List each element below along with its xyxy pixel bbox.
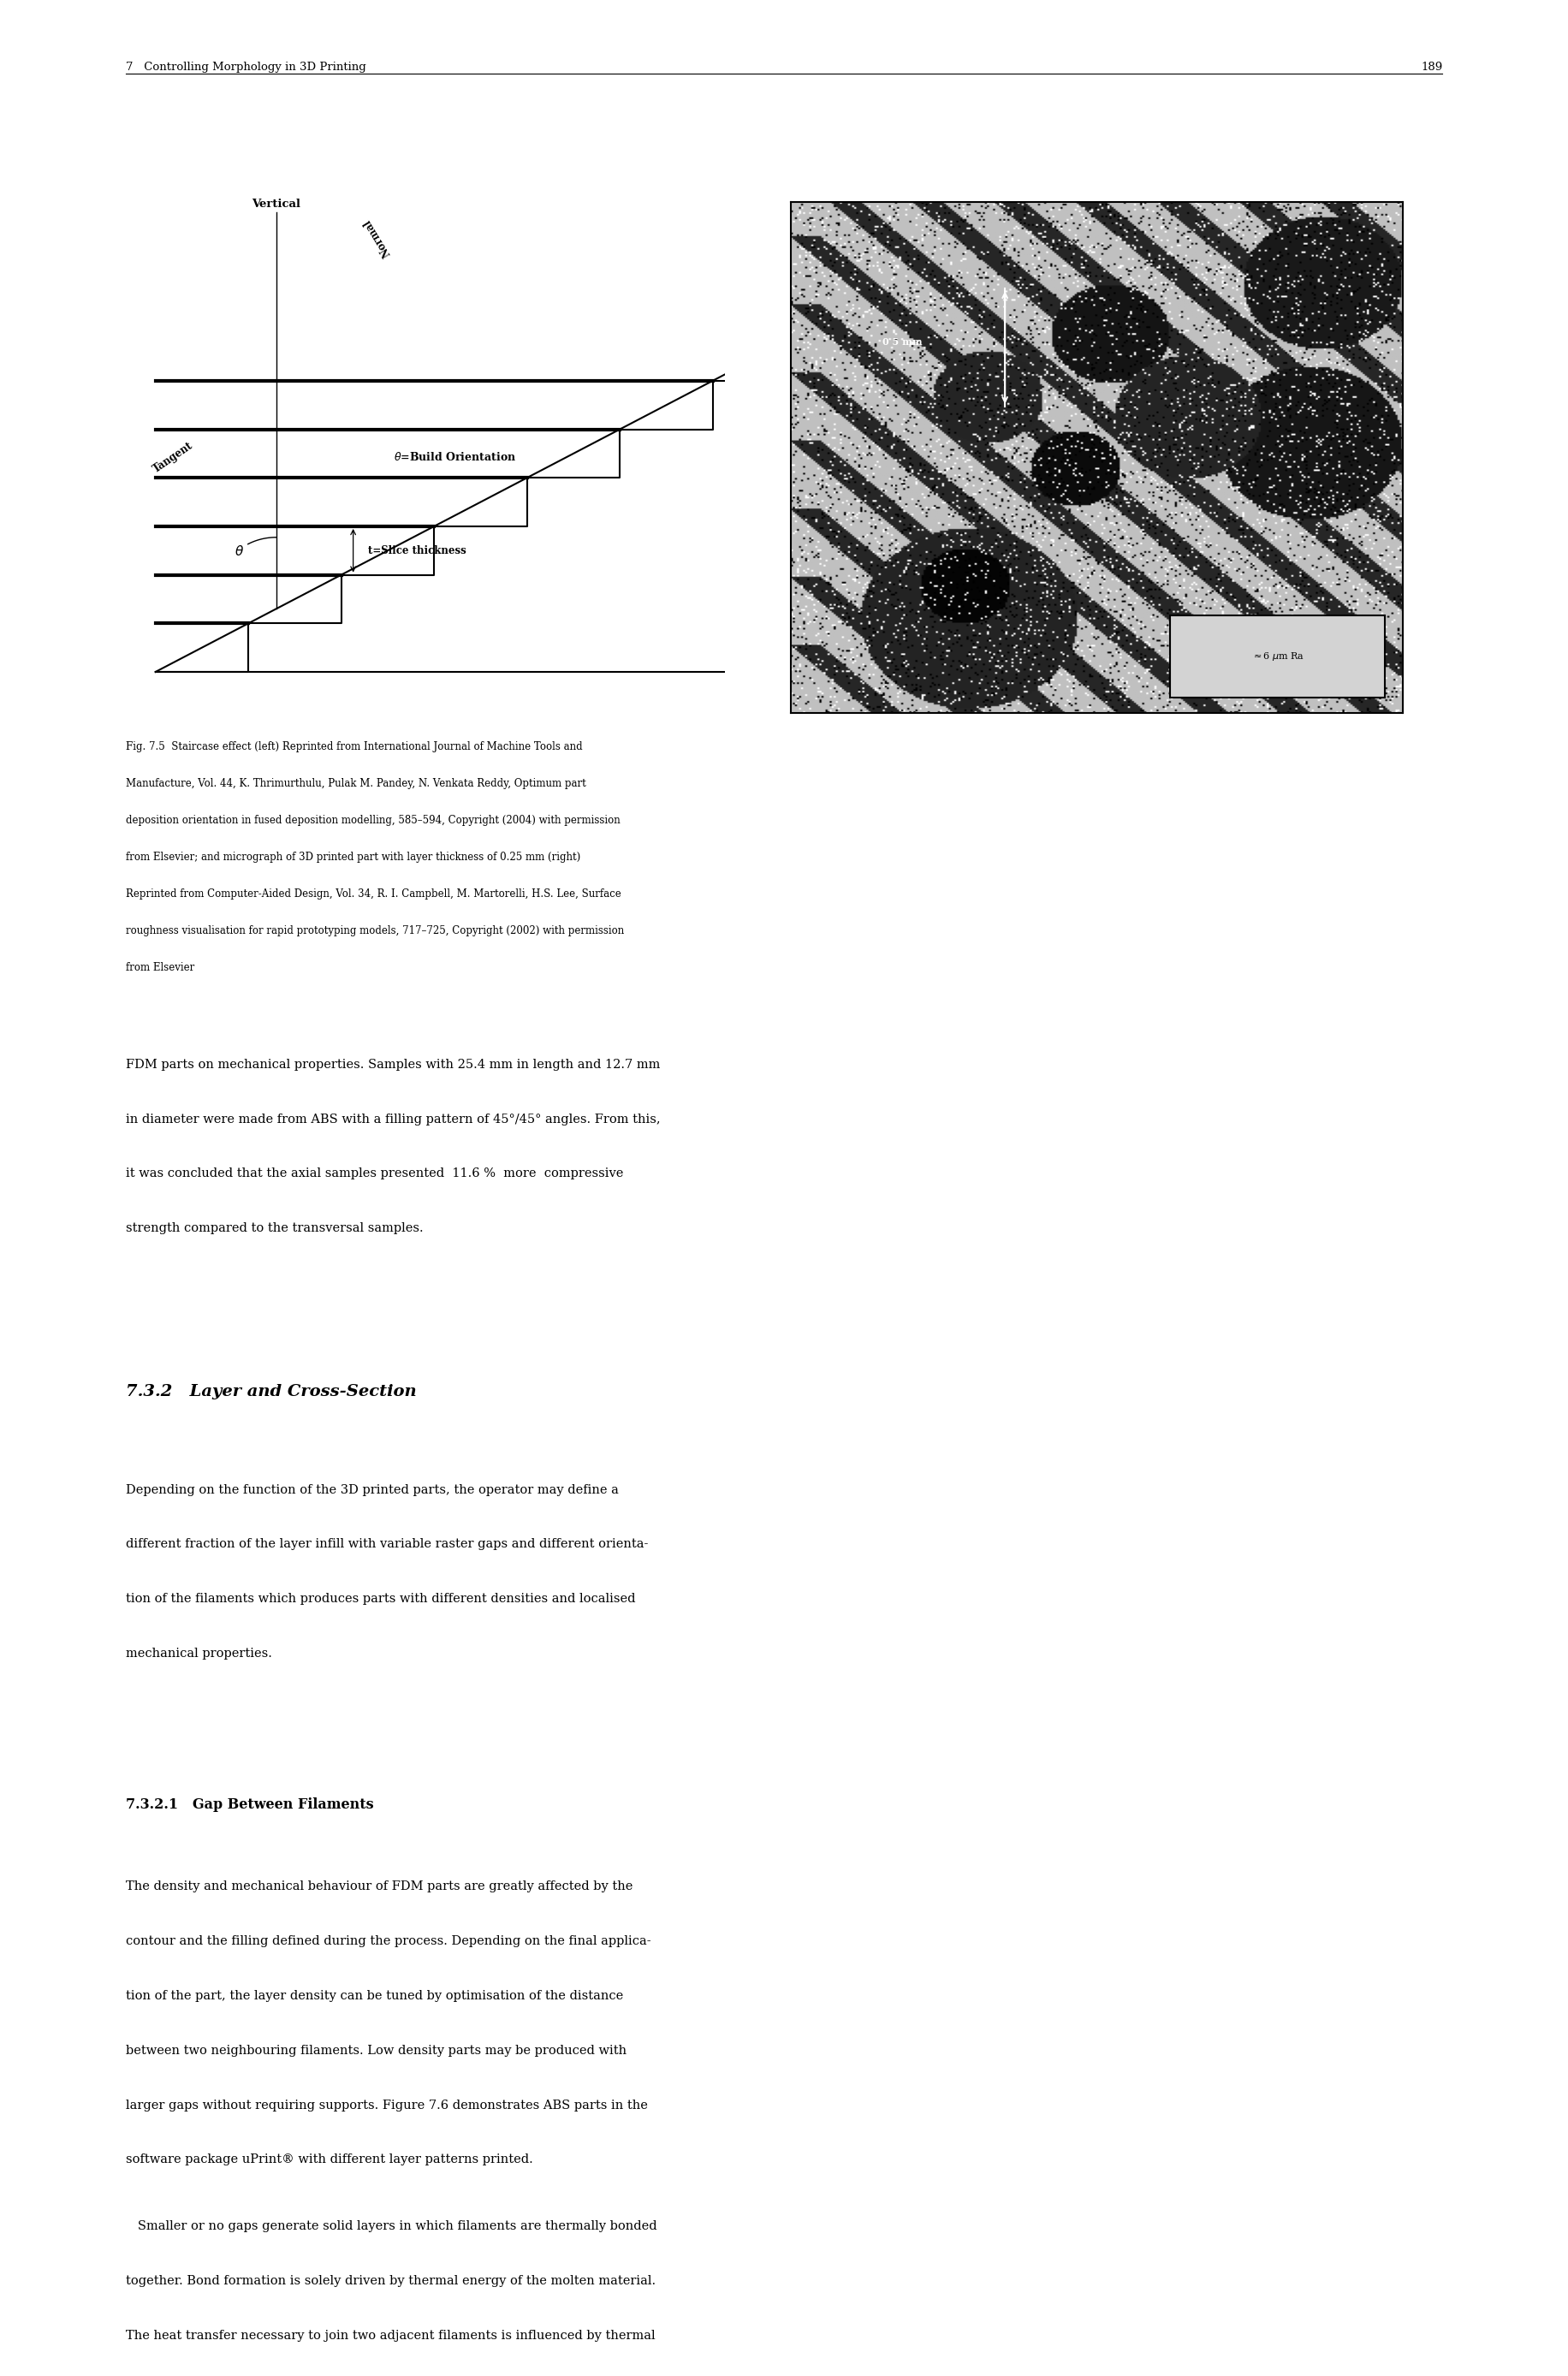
Text: from Elsevier; and micrograph of 3D printed part with layer thickness of 0.25 mm: from Elsevier; and micrograph of 3D prin… — [125, 853, 580, 862]
Text: 189: 189 — [1421, 62, 1443, 74]
Text: Reprinted from Computer-Aided Design, Vol. 34, R. I. Campbell, M. Martorelli, H.: Reprinted from Computer-Aided Design, Vo… — [125, 889, 621, 901]
Text: tion of the filaments which produces parts with different densities and localise: tion of the filaments which produces par… — [125, 1594, 635, 1606]
Text: different fraction of the layer infill with variable raster gaps and different o: different fraction of the layer infill w… — [125, 1540, 648, 1552]
Text: Depending on the function of the 3D printed parts, the operator may define a: Depending on the function of the 3D prin… — [125, 1483, 618, 1497]
Text: Manufacture, Vol. 44, K. Thrimurthulu, Pulak M. Pandey, N. Venkata Reddy, Optimu: Manufacture, Vol. 44, K. Thrimurthulu, P… — [125, 779, 586, 789]
Text: tion of the part, the layer density can be tuned by optimisation of the distance: tion of the part, the layer density can … — [125, 1991, 622, 2003]
Text: larger gaps without requiring supports. Figure 7.6 demonstrates ABS parts in the: larger gaps without requiring supports. … — [125, 2100, 648, 2112]
Text: from Elsevier: from Elsevier — [125, 962, 194, 974]
Text: $\approx$6 $\mu$m Ra: $\approx$6 $\mu$m Ra — [1251, 651, 1305, 663]
Text: Vertical: Vertical — [252, 200, 301, 209]
Text: Normal: Normal — [361, 216, 394, 259]
Text: in diameter were made from ABS with a filling pattern of 45°/45° angles. From th: in diameter were made from ABS with a fi… — [125, 1114, 660, 1126]
Text: it was concluded that the axial samples presented  11.6 %  more  compressive: it was concluded that the axial samples … — [125, 1169, 622, 1181]
Text: t=Slice thickness: t=Slice thickness — [368, 544, 466, 556]
Text: 7   Controlling Morphology in 3D Printing: 7 Controlling Morphology in 3D Printing — [125, 62, 365, 74]
Text: Smaller or no gaps generate solid layers in which filaments are thermally bonded: Smaller or no gaps generate solid layers… — [125, 2222, 657, 2233]
Text: software package uPrint® with different layer patterns printed.: software package uPrint® with different … — [125, 2155, 533, 2167]
Text: deposition orientation in fused deposition modelling, 585–594, Copyright (2004) : deposition orientation in fused depositi… — [125, 815, 619, 827]
Text: The heat transfer necessary to join two adjacent filaments is influenced by ther: The heat transfer necessary to join two … — [125, 2328, 655, 2343]
Text: together. Bond formation is solely driven by thermal energy of the molten materi: together. Bond formation is solely drive… — [125, 2276, 655, 2288]
Text: FDM parts on mechanical properties. Samples with 25.4 mm in length and 12.7 mm: FDM parts on mechanical properties. Samp… — [125, 1060, 660, 1072]
Text: Tangent: Tangent — [152, 440, 196, 475]
Bar — [1170, 615, 1385, 699]
Text: roughness visualisation for rapid prototyping models, 717–725, Copyright (2002) : roughness visualisation for rapid protot… — [125, 927, 624, 936]
Text: contour and the filling defined during the process. Depending on the final appli: contour and the filling defined during t… — [125, 1934, 651, 1948]
Text: Fig. 7.5  Staircase effect (left) Reprinted from International Journal of Machin: Fig. 7.5 Staircase effect (left) Reprint… — [125, 741, 582, 753]
Text: mechanical properties.: mechanical properties. — [125, 1649, 271, 1661]
Text: strength compared to the transversal samples.: strength compared to the transversal sam… — [125, 1224, 423, 1236]
Text: 0 5 mm: 0 5 mm — [883, 337, 922, 347]
Text: 7.3.2.1   Gap Between Filaments: 7.3.2.1 Gap Between Filaments — [125, 1799, 373, 1813]
Text: $\theta$=Build Orientation: $\theta$=Build Orientation — [394, 451, 516, 463]
Polygon shape — [155, 380, 806, 672]
Text: between two neighbouring filaments. Low density parts may be produced with: between two neighbouring filaments. Low … — [125, 2043, 626, 2058]
Text: $\theta$: $\theta$ — [234, 544, 243, 558]
Text: The density and mechanical behaviour of FDM parts are greatly affected by the: The density and mechanical behaviour of … — [125, 1882, 632, 1894]
Text: 7.3.2   Layer and Cross-Section: 7.3.2 Layer and Cross-Section — [125, 1385, 416, 1399]
